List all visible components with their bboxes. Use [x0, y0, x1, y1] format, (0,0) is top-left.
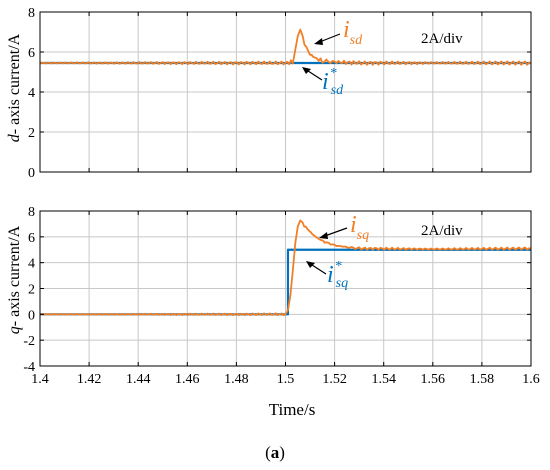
- bottom-measured-subscript: sq: [357, 228, 369, 243]
- x-tick-label: 1.48: [224, 372, 249, 387]
- bottom-reference-arrowhead: [306, 261, 315, 268]
- top-measured-callout: isd: [314, 17, 363, 48]
- bottom-y-axis-label-text: - axis current/A: [6, 225, 23, 326]
- x-tick-label: 1.5: [277, 372, 295, 387]
- top-reference-label: i* sd: [322, 66, 344, 98]
- top-measured-arrowhead: [314, 38, 323, 45]
- bottom-y-tick-label: 8: [28, 205, 35, 220]
- top-reference-superscript: *: [330, 66, 337, 81]
- bottom-reference-superscript: *: [335, 259, 342, 274]
- bottom-reference-symbol: i: [327, 262, 334, 288]
- x-tick-label: 1.42: [77, 372, 102, 387]
- bottom-reference-callout: i* sq: [306, 259, 348, 291]
- bottom-y-axis-label-var: q: [6, 326, 23, 334]
- top-series: [39, 28, 532, 66]
- x-tick-label: 1.52: [322, 372, 347, 387]
- top-measured-subscript: sd: [350, 33, 363, 48]
- top-reference-callout: i* sd: [302, 66, 344, 98]
- top-measured-label: isd: [343, 17, 363, 48]
- x-tick-label: 1.6: [522, 372, 540, 387]
- top-y-tick-label: 8: [28, 6, 35, 21]
- bottom-y-tick-label: 0: [28, 308, 35, 323]
- bottom-ticks: 1.4 1.42 1.44 1.46 1.48 1.5 1.52 1.54 1.56 1.58 1.…: [23, 205, 539, 387]
- top-y-tick-label: 0: [28, 166, 35, 181]
- bottom-series: [39, 219, 532, 317]
- figure-label: (a): [265, 443, 285, 462]
- top-y-axis-label-text: - axis current/A: [6, 33, 23, 134]
- x-tick-label: 1.54: [371, 372, 396, 387]
- top-reference-symbol: i: [322, 69, 329, 95]
- x-tick-label: 1.4: [31, 372, 49, 387]
- top-y-tick-label: 4: [28, 86, 35, 101]
- bottom-y-tick-label: 2: [28, 283, 35, 298]
- x-tick-label: 1.46: [175, 372, 200, 387]
- top-y-tick-label: 2: [28, 126, 35, 141]
- x-tick-label: 1.58: [470, 372, 495, 387]
- top-y-axis-label-var: d: [6, 133, 23, 142]
- bottom-y-tick-label: -2: [23, 334, 35, 349]
- bottom-scale-annotation: 2A/div: [421, 223, 463, 239]
- top-ticks: 0 2 4 6 8: [28, 6, 532, 181]
- bottom-panel: 1.4 1.42 1.44 1.46 1.48 1.5 1.52 1.54 1.56 1.58 1.…: [6, 205, 540, 419]
- top-y-axis-label: d- axis current/A: [6, 33, 23, 142]
- x-tick-label: 1.56: [421, 372, 446, 387]
- figure-label-letter: a: [271, 443, 280, 462]
- top-gridlines: [40, 12, 531, 172]
- bottom-measured-label: isq: [350, 212, 369, 243]
- top-reference-arrowhead: [302, 67, 311, 74]
- bottom-measured-callout: isq: [319, 212, 369, 243]
- x-axis-label: Time/s: [269, 400, 316, 419]
- figure-label-open: (: [265, 443, 271, 462]
- bottom-measured-arrowhead: [319, 232, 328, 239]
- bottom-measured-symbol: i: [350, 212, 357, 238]
- x-tick-label: 1.44: [126, 372, 151, 387]
- bottom-y-tick-label: -4: [23, 360, 35, 375]
- top-reference-subscript: sd: [331, 83, 344, 98]
- bottom-reference-label: i* sq: [327, 259, 348, 291]
- bottom-measured-series-line: [39, 219, 532, 317]
- bottom-y-tick-label: 4: [28, 257, 35, 272]
- bottom-y-tick-label: 6: [28, 231, 35, 246]
- figure-label-close: ): [279, 443, 285, 462]
- top-scale-annotation: 2A/div: [421, 31, 463, 47]
- top-y-tick-label: 6: [28, 46, 35, 61]
- top-measured-symbol: i: [343, 17, 350, 43]
- bottom-y-axis-label: q- axis current/A: [6, 225, 23, 334]
- top-measured-series-line: [39, 28, 532, 66]
- bottom-reference-subscript: sq: [336, 276, 348, 291]
